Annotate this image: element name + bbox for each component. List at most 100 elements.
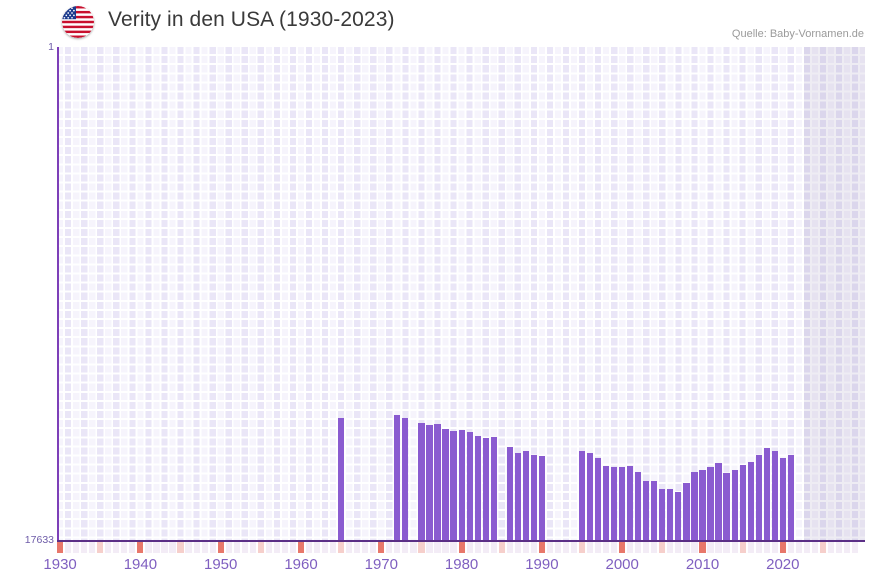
x-tick-minor-2026 <box>827 541 835 553</box>
x-tick-minor-2025 <box>819 541 827 553</box>
bar-2010[interactable] <box>699 470 706 541</box>
bar-1980[interactable] <box>458 430 465 541</box>
x-axis-label-2020: 2020 <box>766 556 800 573</box>
x-tick-minor-2027 <box>835 541 843 553</box>
bar-1989[interactable] <box>530 455 537 541</box>
bar-1981[interactable] <box>466 432 473 541</box>
bar-2005[interactable] <box>659 489 666 541</box>
x-tick-minor-1984 <box>490 541 497 553</box>
bar-2000[interactable] <box>619 467 626 541</box>
bar-1975[interactable] <box>418 423 425 541</box>
bar-1988[interactable] <box>522 451 529 541</box>
bar-1999[interactable] <box>611 467 618 541</box>
x-tick-minor-2028 <box>843 541 851 553</box>
bar-2020[interactable] <box>779 458 786 541</box>
x-tick-decade-1990 <box>538 541 545 553</box>
bar-1998[interactable] <box>603 466 610 541</box>
x-tick-minor-2009 <box>691 541 698 553</box>
x-tick-minor-2024 <box>811 541 818 553</box>
x-tick-minor-2014 <box>731 541 738 553</box>
x-tick-minor-1987 <box>514 541 521 553</box>
x-tick-minor-1961 <box>305 541 313 553</box>
bar-1973[interactable] <box>402 418 409 541</box>
bar-2015[interactable] <box>739 465 746 541</box>
bar-1978[interactable] <box>442 429 449 541</box>
bar-1996[interactable] <box>586 453 594 541</box>
x-tick-minor-1945 <box>177 541 184 553</box>
y-axis-title: Platz <box>0 259 3 282</box>
bar-1982[interactable] <box>474 436 481 541</box>
x-tick-minor-2023 <box>803 541 810 553</box>
bar-2001[interactable] <box>627 466 634 541</box>
x-axis-label-2010: 2010 <box>685 556 720 573</box>
bar-1986[interactable] <box>506 447 513 541</box>
bar-1990[interactable] <box>538 456 545 541</box>
bar-2013[interactable] <box>723 473 730 541</box>
bar-2007[interactable] <box>675 492 682 541</box>
bar-1972[interactable] <box>394 415 401 541</box>
bar-2008[interactable] <box>683 483 690 541</box>
bar-2011[interactable] <box>707 467 714 541</box>
bar-2016[interactable] <box>747 462 754 541</box>
bar-1979[interactable] <box>450 431 457 541</box>
bar-1987[interactable] <box>514 453 521 541</box>
bar-2002[interactable] <box>635 472 642 541</box>
x-tick-decade-1980 <box>458 541 465 553</box>
bar-1997[interactable] <box>595 458 602 541</box>
bar-2019[interactable] <box>771 451 778 541</box>
bar-2021[interactable] <box>787 455 794 541</box>
x-axis-label-1970: 1970 <box>364 556 398 573</box>
x-tick-minor-1971 <box>386 541 393 553</box>
bar-1995[interactable] <box>578 451 586 541</box>
bar-2003[interactable] <box>643 481 650 541</box>
x-tick-minor-1956 <box>265 541 272 553</box>
x-tick-minor-1948 <box>201 541 208 553</box>
x-tick-minor-2003 <box>643 541 650 553</box>
x-axis-label-1960: 1960 <box>284 556 318 573</box>
bar-1984[interactable] <box>490 437 497 541</box>
x-tick-minor-1934 <box>89 541 96 553</box>
x-tick-decade-1970 <box>378 541 385 553</box>
bar-2004[interactable] <box>651 481 658 541</box>
source-label: Quelle: Baby-Vornamen.de <box>731 28 864 40</box>
bar-1983[interactable] <box>482 438 489 541</box>
bar-1965[interactable] <box>338 418 345 541</box>
bar-2017[interactable] <box>755 455 762 541</box>
x-tick-minor-1935 <box>97 541 104 553</box>
bar-1976[interactable] <box>426 425 433 541</box>
x-tick-minor-1999 <box>611 541 618 553</box>
x-tick-minor-1938 <box>121 541 128 553</box>
bar-2018[interactable] <box>763 448 770 541</box>
us-flag-icon <box>62 6 94 38</box>
bar-2009[interactable] <box>691 472 698 541</box>
bar-2012[interactable] <box>715 463 722 541</box>
x-tick-minor-1979 <box>450 541 457 553</box>
x-tick-minor-2001 <box>627 541 634 553</box>
x-tick-minor-2022 <box>795 541 802 553</box>
bar-1977[interactable] <box>434 424 441 541</box>
y-axis-bottom-label: 17633 <box>24 534 54 546</box>
x-tick-minor-1958 <box>281 541 289 553</box>
x-tick-minor-1937 <box>113 541 120 553</box>
x-tick-minor-1994 <box>570 541 578 553</box>
x-tick-minor-1992 <box>554 541 562 553</box>
x-tick-minor-1966 <box>346 541 353 553</box>
x-tick-minor-1976 <box>426 541 433 553</box>
bar-2014[interactable] <box>731 470 738 541</box>
x-axis-label-1950: 1950 <box>204 556 238 573</box>
x-tick-decade-2020 <box>779 541 786 553</box>
bar-2006[interactable] <box>667 489 674 541</box>
x-tick-minor-1957 <box>273 541 280 553</box>
x-tick-minor-2015 <box>739 541 746 553</box>
x-tick-minor-1952 <box>233 541 240 553</box>
x-tick-minor-1978 <box>442 541 449 553</box>
x-axis-label-2000: 2000 <box>605 556 639 573</box>
x-tick-minor-2021 <box>787 541 794 553</box>
x-axis-tick-row <box>57 541 865 553</box>
x-tick-minor-1964 <box>330 541 337 553</box>
x-axis-label-1980: 1980 <box>444 556 479 573</box>
x-tick-minor-1936 <box>105 541 112 553</box>
x-tick-minor-1995 <box>578 541 586 553</box>
x-tick-decade-2010 <box>699 541 706 553</box>
x-tick-minor-2008 <box>683 541 690 553</box>
